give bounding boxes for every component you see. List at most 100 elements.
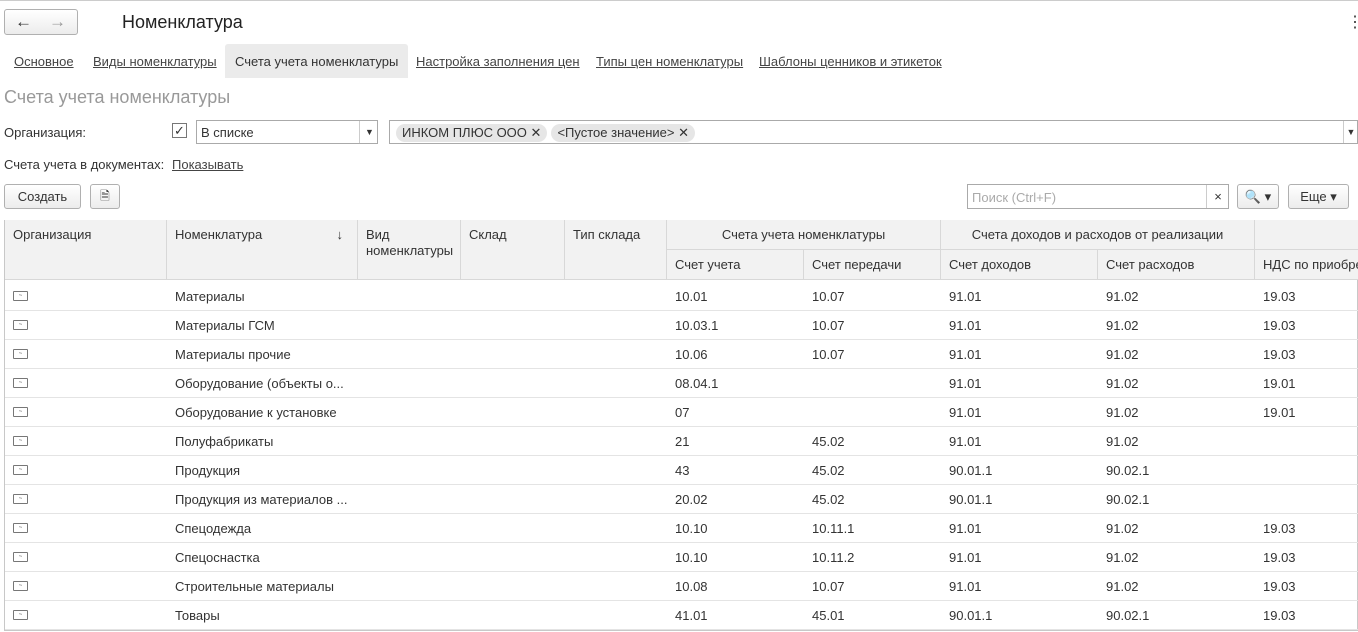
filter-tag-text: ИНКОМ ПЛЮС ООО (402, 125, 527, 140)
row-icon: ~ (13, 320, 28, 330)
filter-mode[interactable]: В списке ▼ (196, 120, 378, 144)
tab[interactable]: Счета учета номенклатуры (225, 44, 409, 78)
section-title: Счета учета номенклатуры (4, 87, 231, 107)
table-cell: 19.01 (1263, 405, 1296, 420)
table-cell: 41.01 (675, 608, 708, 623)
filter-tag-text: <Пустое значение> (557, 125, 675, 140)
filter-tag[interactable]: ИНКОМ ПЛЮС ООО ✕ (396, 124, 548, 142)
table-row[interactable]: ~ (5, 340, 1358, 369)
table-cell: Оборудование к установке (175, 405, 337, 420)
table-row[interactable]: ~ (5, 398, 1358, 427)
table-row[interactable]: ~ (5, 543, 1358, 572)
table-cell: 90.01.1 (949, 492, 993, 507)
filter-mode-value: В списке (201, 125, 254, 140)
table-cell: Оборудование (объекты о... (175, 376, 344, 391)
table-cell: 19.03 (1263, 318, 1296, 333)
table-cell: Продукция (175, 463, 241, 478)
table-cell: 20.02 (675, 492, 708, 507)
row-icon: ~ (13, 436, 28, 446)
table-cell: 08.04.1 (675, 376, 719, 391)
table-cell: 10.08 (675, 579, 708, 594)
search-button[interactable]: 🔍 ▾ (1237, 184, 1279, 209)
filter-label: Организация: (4, 125, 87, 140)
column-header[interactable]: Тип склада (565, 220, 667, 280)
table-cell: 45.02 (812, 434, 845, 449)
row-icon: ~ (13, 407, 28, 417)
table-cell: 19.03 (1263, 347, 1296, 362)
create-button[interactable]: Создать (4, 184, 81, 209)
column-header[interactable]: Организация (5, 220, 167, 280)
column-header[interactable]: Склад (461, 220, 565, 280)
tab[interactable]: Шаблоны ценников и этикеток (759, 54, 942, 69)
table-row[interactable]: ~ (5, 456, 1358, 485)
table-cell: 10.10 (675, 521, 708, 536)
table-row[interactable]: ~ (5, 572, 1358, 601)
column-header[interactable]: Вид номенклатуры (358, 220, 461, 280)
table-cell: 91.02 (1106, 405, 1139, 420)
table-cell: 91.01 (949, 434, 982, 449)
table-cell: 19.03 (1263, 608, 1296, 623)
column-header[interactable]: Счет передачи (804, 250, 941, 280)
row-icon: ~ (13, 291, 28, 301)
table-cell: 90.02.1 (1106, 608, 1150, 623)
table-cell: 45.01 (812, 608, 845, 623)
table-cell: 90.01.1 (949, 608, 993, 623)
table-cell: 10.06 (675, 347, 708, 362)
table-cell: 19.03 (1263, 289, 1296, 304)
menu-button[interactable]: ⋮ (1347, 14, 1358, 31)
column-header[interactable]: Счет учета (667, 250, 804, 280)
column-header[interactable]: Счет доходов (941, 250, 1098, 280)
more-button[interactable]: Еще ▾ (1288, 184, 1349, 209)
page-title: Номенклатура (122, 12, 243, 32)
table-row[interactable]: ~ (5, 282, 1358, 311)
more-label: Еще (1300, 189, 1327, 204)
table-cell: 10.07 (812, 579, 845, 594)
documents-label: Счета учета в документах: (4, 157, 165, 172)
table-cell: 91.02 (1106, 376, 1139, 391)
table-cell: Товары (175, 608, 220, 623)
table-cell: 91.01 (949, 318, 982, 333)
column-header[interactable]: Счет расходов (1098, 250, 1255, 280)
table-cell: 19.01 (1263, 376, 1296, 391)
column-header[interactable]: НДС по приобре (1255, 250, 1358, 280)
filter-values[interactable]: ИНКОМ ПЛЮС ООО ✕ <Пустое значение> ✕ ▼ (389, 120, 1358, 144)
table-cell: 10.07 (812, 318, 845, 333)
table-row[interactable]: ~ (5, 369, 1358, 398)
clear-search[interactable]: × (1206, 185, 1229, 208)
table-cell: 19.03 (1263, 550, 1296, 565)
table-cell: Спецоснастка (175, 550, 260, 565)
column-header[interactable]: Номенклатура ↓ (167, 220, 358, 280)
table-row[interactable]: ~ (5, 514, 1358, 543)
column-group-header (1255, 220, 1358, 250)
tab[interactable]: Основное (14, 54, 74, 69)
table-row[interactable]: ~ (5, 601, 1358, 630)
table-cell: 91.02 (1106, 550, 1139, 565)
table-row[interactable]: ~ (5, 311, 1358, 340)
table-cell: 19.03 (1263, 521, 1296, 536)
copy-button[interactable]: 🗎 (90, 184, 120, 209)
table-cell: 90.02.1 (1106, 492, 1150, 507)
filter-checkbox[interactable]: ✓ (172, 123, 187, 138)
table-cell: 90.02.1 (1106, 463, 1150, 478)
table-cell: 43 (675, 463, 690, 478)
documents-link[interactable]: Показывать (172, 157, 244, 172)
table-cell: 91.02 (1106, 434, 1139, 449)
tab[interactable]: Настройка заполнения цен (416, 54, 580, 69)
filter-tag[interactable]: <Пустое значение> ✕ (551, 124, 695, 142)
table-cell: 90.01.1 (949, 463, 993, 478)
table-cell: Полуфабрикаты (175, 434, 274, 449)
table-row[interactable]: ~ (5, 427, 1358, 456)
tab[interactable]: Виды номенклатуры (93, 54, 217, 69)
tab[interactable]: Типы цен номенклатуры (596, 54, 744, 69)
table-cell: 10.07 (812, 289, 845, 304)
forward-button[interactable]: → (49, 12, 66, 31)
back-button[interactable]: ← (15, 12, 32, 31)
table-cell: 91.01 (949, 347, 982, 362)
table-row[interactable]: ~ (5, 485, 1358, 514)
table-cell: 45.02 (812, 463, 845, 478)
search-field[interactable]: Поиск (Ctrl+F) × (967, 184, 1229, 209)
dropdown-arrow: ▼ (359, 121, 379, 143)
table-cell: 10.10 (675, 550, 708, 565)
